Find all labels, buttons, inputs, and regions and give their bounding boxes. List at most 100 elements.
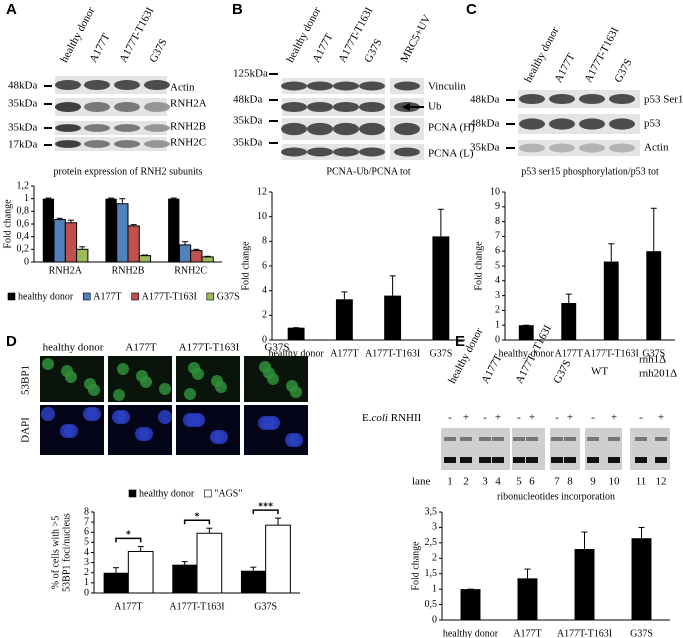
y-tick-label: 2 [432, 553, 437, 564]
y-tick-label: 6 [495, 245, 500, 256]
bar [201, 256, 214, 263]
lane-number: 10 [609, 476, 621, 488]
blot-band [55, 124, 81, 132]
x-tick-label: G37S [642, 348, 665, 359]
y-tick-label: 3 [84, 557, 89, 568]
panel-letter: A [6, 1, 17, 18]
lane-label: G37S [362, 37, 384, 65]
sign: - [639, 412, 643, 424]
x-tick-label: G37S [429, 348, 452, 359]
band-label: Actin [644, 142, 669, 154]
treatment-part: E. [362, 412, 372, 424]
chart-title: p53 ser15 phosphorylation/p53 tot [521, 166, 659, 177]
legend-label: A177T [93, 291, 121, 302]
y-tick-label: 4 [84, 547, 89, 558]
nucleus [117, 363, 129, 375]
micrograph [176, 405, 240, 455]
blot-band [394, 122, 420, 136]
blot-band [84, 101, 110, 113]
y-tick-label: 1 [432, 583, 437, 594]
y-axis-label: Fold change [240, 241, 251, 291]
gel [630, 428, 670, 470]
legend-label: healthy donor [139, 488, 195, 499]
nucleus [136, 370, 148, 382]
gel-band [479, 457, 491, 463]
lane-number: 6 [529, 476, 535, 488]
legend-label: "AGS" [214, 488, 242, 499]
x-tick-label: A177T-T163I [169, 601, 224, 612]
bar [53, 219, 66, 263]
lane-number: 7 [554, 476, 560, 488]
y-tick-label: 1 [24, 193, 29, 204]
legend-swatch [7, 292, 16, 301]
y-tick-label: 0 [24, 256, 29, 267]
y-tick-label: 0 [432, 614, 437, 625]
chart-title: ribonucleotides incorporation [497, 491, 615, 502]
bar [105, 198, 117, 262]
x-tick-label: A177T [555, 348, 583, 359]
sign: - [591, 412, 595, 424]
blot-strip [55, 137, 167, 151]
chart-title: PCNA-Ub/PCNA tot [326, 166, 410, 177]
bar [517, 578, 538, 620]
bar [646, 251, 662, 340]
lane-label: rnh1Δ [639, 354, 666, 366]
sign: + [463, 412, 469, 424]
legend-swatch [82, 292, 91, 301]
blot-band [114, 79, 140, 91]
x-tick-label: A177T [330, 348, 358, 359]
gel-band [444, 457, 456, 463]
lane-label: G37S [147, 37, 169, 65]
blot-band [333, 101, 359, 113]
y-tick-label: 2 [84, 567, 89, 578]
sign: - [448, 412, 452, 424]
x-tick-label: RNH2B [112, 265, 145, 276]
lane-number: 12 [656, 476, 667, 488]
y-tick-label: 1,2 [17, 180, 30, 191]
gel-band [564, 457, 576, 463]
gel [585, 428, 622, 470]
blot-band [579, 93, 605, 105]
x-tick-label: healthy donor [268, 348, 324, 359]
bar [518, 325, 534, 340]
nucleus [135, 427, 149, 441]
gel-band [564, 437, 576, 441]
marker-label: 48kDa [470, 118, 499, 130]
significance: *** [258, 501, 273, 512]
blot-band [549, 118, 575, 130]
legend-label: healthy donor [18, 291, 74, 302]
blot-band [519, 118, 545, 130]
nucleus [61, 365, 73, 377]
gel-band [655, 457, 667, 463]
bar [196, 532, 223, 594]
nucleus [188, 362, 200, 374]
y-tick-label: 6 [84, 527, 89, 538]
blot-band [359, 81, 385, 91]
blot-band [307, 81, 333, 91]
nucleus [113, 389, 125, 401]
bar [127, 225, 140, 263]
y-tick-label: 8 [84, 506, 89, 517]
bar [103, 572, 129, 593]
x-tick-label: healthy donor [499, 348, 555, 359]
lane-label: MRC5+UV [398, 13, 433, 65]
y-tick-label: 0,5 [425, 599, 438, 610]
nucleus [41, 407, 55, 421]
blot-band [609, 143, 635, 153]
nucleus [210, 430, 224, 444]
blot-band [333, 81, 359, 91]
x-tick-label: A177T-T163I [557, 628, 612, 638]
blot-band [609, 93, 635, 105]
blot-band [609, 118, 635, 130]
legend-swatch [131, 292, 139, 301]
gel [512, 428, 545, 470]
gel-band [587, 437, 599, 441]
y-tick-label: 2 [262, 310, 267, 321]
nucleus [211, 375, 223, 387]
y-tick-label: 1 [84, 577, 89, 588]
blot-band [333, 147, 359, 157]
bar [76, 248, 89, 263]
y-tick-label: 1 [495, 319, 500, 330]
x-tick-label: A177T-T163I [584, 348, 639, 359]
